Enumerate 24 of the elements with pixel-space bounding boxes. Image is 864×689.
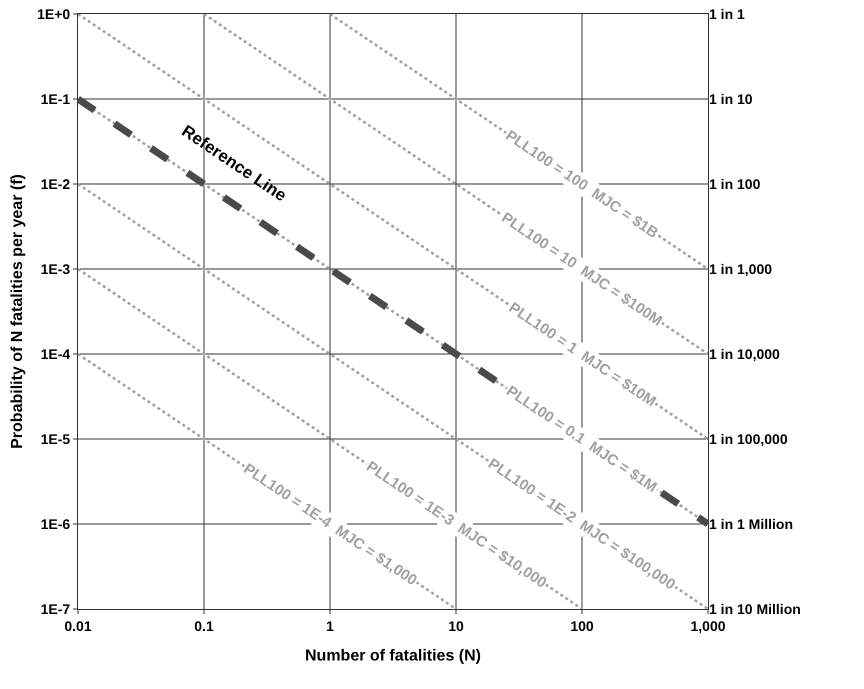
category-label: 1 in 100,000 [709, 430, 788, 447]
x-tick-label: 0.1 [194, 618, 214, 634]
x-axis-title: Number of fatalities (N) [304, 648, 482, 664]
y-tick-label: 1E-4 [40, 346, 70, 362]
category-label: 1 in 1 [709, 6, 745, 22]
x-tick-label: 0.01 [64, 618, 92, 634]
y-tick-label: 1E-3 [40, 260, 70, 277]
category-label: 1 in 10,000 [709, 346, 780, 362]
category-label: 1 in 10 [709, 90, 753, 107]
y-tick-label: 1E-6 [40, 516, 70, 532]
y-tick-label: 1E+0 [37, 6, 70, 22]
y-axis-title: Probability of N fatalities per year (f) [9, 174, 26, 449]
category-label: 1 in 100 [709, 176, 760, 192]
y-tick-label: 1E-2 [40, 176, 70, 192]
y-tick-label: 1E-5 [40, 430, 70, 447]
x-tick-label: 100 [570, 618, 594, 634]
y-tick-label: 1E-1 [40, 90, 70, 107]
category-label: 1 in 10 Million [709, 600, 801, 617]
x-tick-label: 1 [326, 618, 334, 634]
x-tick-label: 10 [448, 618, 464, 634]
y-tick-label: 1E-7 [40, 600, 70, 617]
category-label: 1 in 1,000 [709, 260, 772, 277]
category-label: 1 in 1 Million [709, 516, 794, 532]
x-tick-label: 1,000 [690, 618, 726, 634]
